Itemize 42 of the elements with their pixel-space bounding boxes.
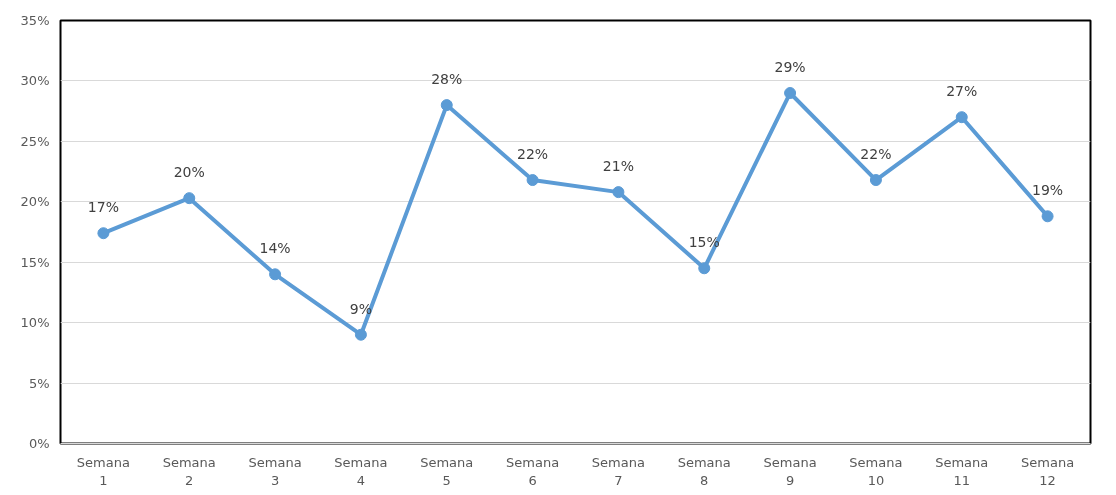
y-tick-label: 5% <box>28 375 50 391</box>
y-tick-label: 25% <box>20 133 50 149</box>
point <box>1041 210 1054 223</box>
point <box>612 186 625 199</box>
x-tick-label: Semana 11 <box>935 454 989 488</box>
y-tick-label: 30% <box>20 73 50 89</box>
y-tick-label: 0% <box>28 436 50 451</box>
point <box>784 87 797 99</box>
point <box>269 268 282 281</box>
x-tick-label: Semana 12 <box>1021 454 1075 488</box>
point <box>440 99 453 112</box>
x-tick-label: Semana 5 <box>420 454 474 488</box>
x-tick-label: Semana 2 <box>162 454 216 488</box>
x-tick-label: Semana 4 <box>334 454 388 488</box>
x-tick-label: Semana 7 <box>591 454 645 488</box>
data-label: 17% <box>87 199 119 216</box>
x-tick-label: Semana 6 <box>506 454 560 488</box>
point <box>526 174 539 187</box>
data-label: 27% <box>946 83 978 100</box>
data-label: 19% <box>1032 182 1064 199</box>
point <box>869 174 882 187</box>
y-tick-label: 15% <box>20 254 50 270</box>
x-tick-label: Semana 10 <box>849 454 903 488</box>
x-tick-label: Semana 1 <box>76 454 130 488</box>
x-tick-label: Semana 9 <box>763 454 817 488</box>
point <box>698 262 711 275</box>
data-label: 22% <box>860 146 892 163</box>
data-label: 20% <box>173 164 205 181</box>
y-tick-label: 35% <box>20 13 50 28</box>
y-tick-label: 20% <box>20 194 50 210</box>
x-tick-label: Semana 8 <box>677 454 731 488</box>
data-label: 14% <box>259 240 291 257</box>
data-label: 22% <box>517 146 549 163</box>
point <box>955 111 968 124</box>
point <box>97 227 110 240</box>
y-tick-label: 10% <box>20 315 50 331</box>
data-label: 21% <box>602 158 634 175</box>
point <box>354 328 367 341</box>
data-label: 29% <box>774 59 806 76</box>
x-tick-label: Semana 3 <box>248 454 302 488</box>
point <box>183 192 196 205</box>
data-label: 28% <box>431 71 463 88</box>
